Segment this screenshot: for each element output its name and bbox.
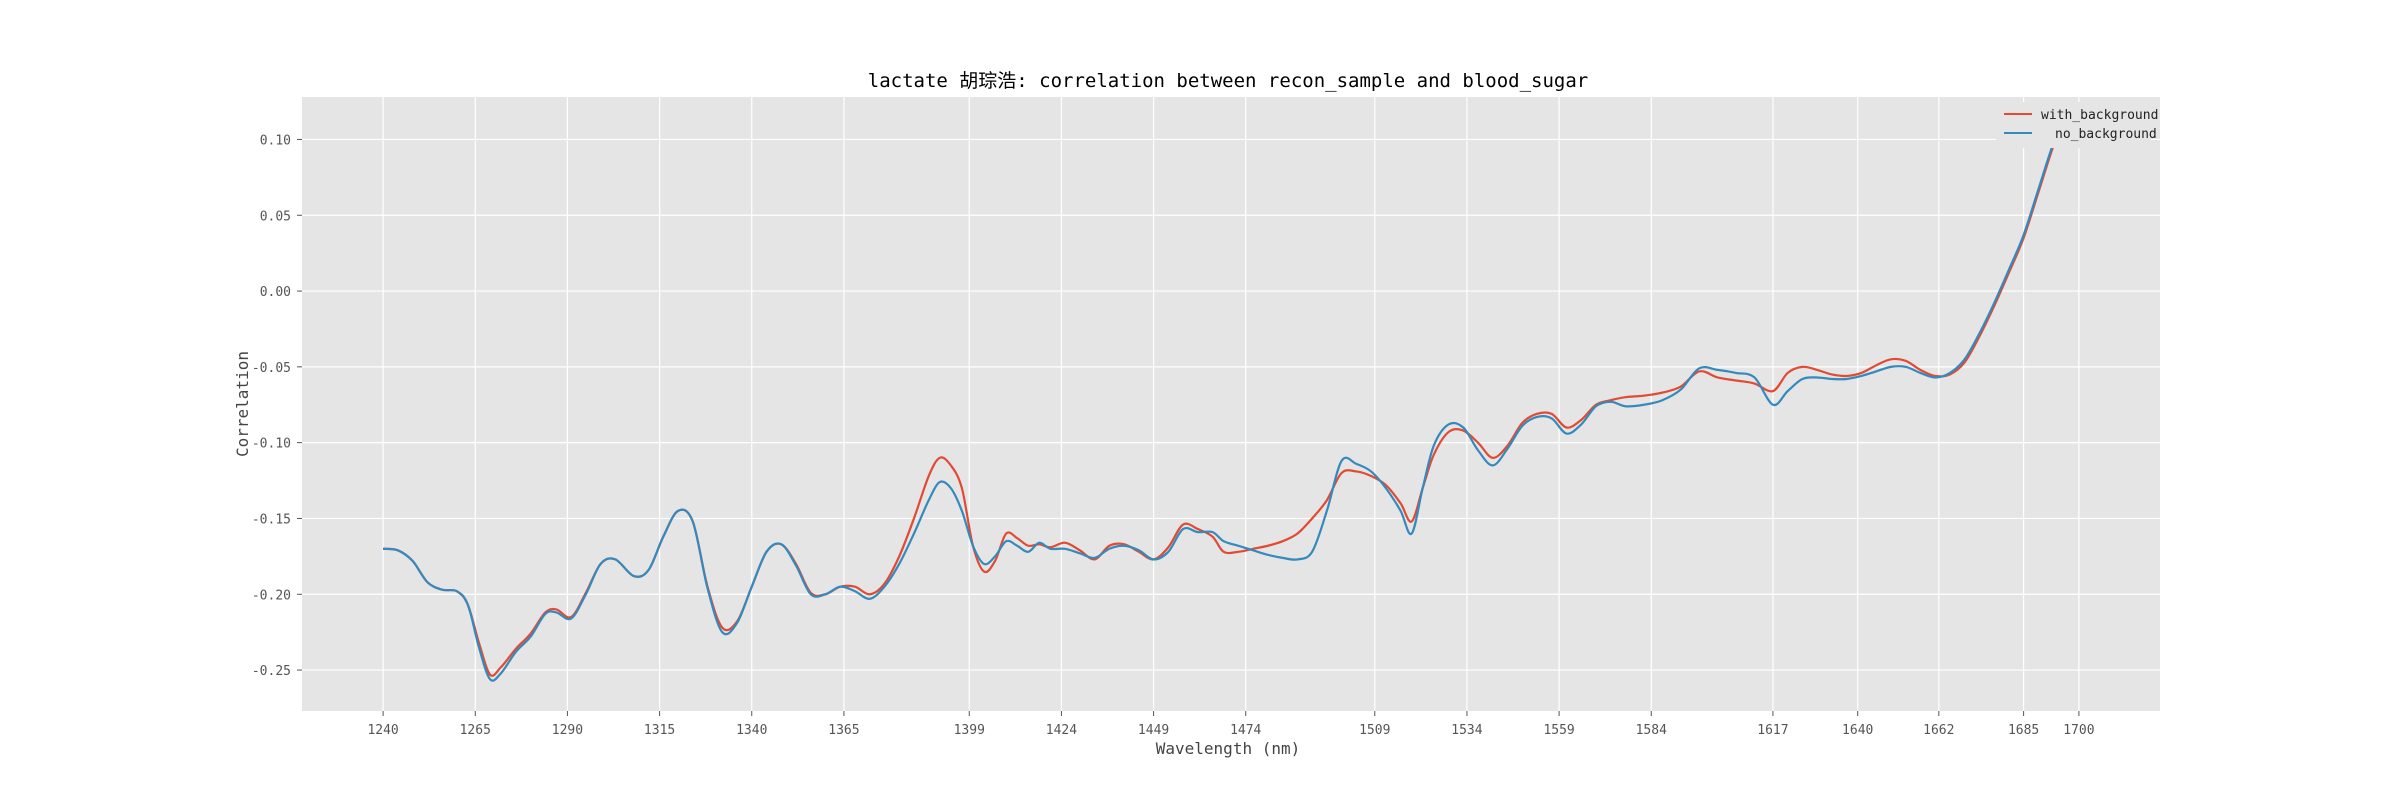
x-tick-label: 1534 <box>1451 723 1482 738</box>
y-tick-label: -0.10 <box>252 437 291 452</box>
y-tick-label: -0.25 <box>252 664 291 679</box>
x-tick-label: 1265 <box>460 723 491 738</box>
legend-box <box>1996 102 2151 148</box>
x-tick-label: 1559 <box>1543 723 1574 738</box>
x-tick-label: 1509 <box>1359 723 1390 738</box>
x-tick-label: 1617 <box>1757 723 1788 738</box>
x-axis-ticks: 1240 1265 1290 1315 1340 1365 1399 1424 1449 1474… <box>367 711 2095 738</box>
x-tick-label: 1240 <box>367 723 398 738</box>
x-tick-label: 1449 <box>1138 723 1169 738</box>
x-tick-label: 1640 <box>1842 723 1873 738</box>
x-tick-label: 1474 <box>1230 723 1261 738</box>
legend-label-with-background: with_background <box>2041 108 2158 123</box>
x-tick-label: 1584 <box>1636 723 1667 738</box>
y-tick-label: 0.05 <box>260 209 291 224</box>
x-tick-label: 1700 <box>2063 723 2094 738</box>
x-tick-label: 1399 <box>954 723 985 738</box>
y-tick-label: -0.15 <box>252 512 291 527</box>
series-lines <box>382 104 2073 682</box>
y-tick-label: 0.10 <box>260 133 291 148</box>
x-tick-label: 1662 <box>1923 723 1954 738</box>
plot-area <box>302 97 2160 711</box>
x-tick-label: 1290 <box>552 723 583 738</box>
y-tick-label: 0.00 <box>260 285 291 300</box>
legend: with_background no_background <box>1996 102 2158 148</box>
x-tick-label: 1315 <box>644 723 675 738</box>
chart-title: lactate 胡琮浩: correlation between recon_s… <box>868 70 1588 92</box>
y-axis-label: Correlation <box>233 351 252 457</box>
legend-label-no-background: no_background <box>2055 127 2157 142</box>
series-line-no-background <box>382 104 2073 682</box>
y-tick-label: -0.20 <box>252 588 291 603</box>
x-tick-label: 1424 <box>1046 723 1077 738</box>
y-tick-label: -0.05 <box>252 361 291 376</box>
y-axis-ticks: -0.25 -0.20 -0.15 -0.10 -0.05 0.00 0.05 0.10 <box>252 133 302 679</box>
x-tick-label: 1365 <box>828 723 859 738</box>
x-tick-label: 1685 <box>2008 723 2039 738</box>
x-axis-label: Wavelength (nm) <box>1156 739 1301 758</box>
x-tick-label: 1340 <box>736 723 767 738</box>
